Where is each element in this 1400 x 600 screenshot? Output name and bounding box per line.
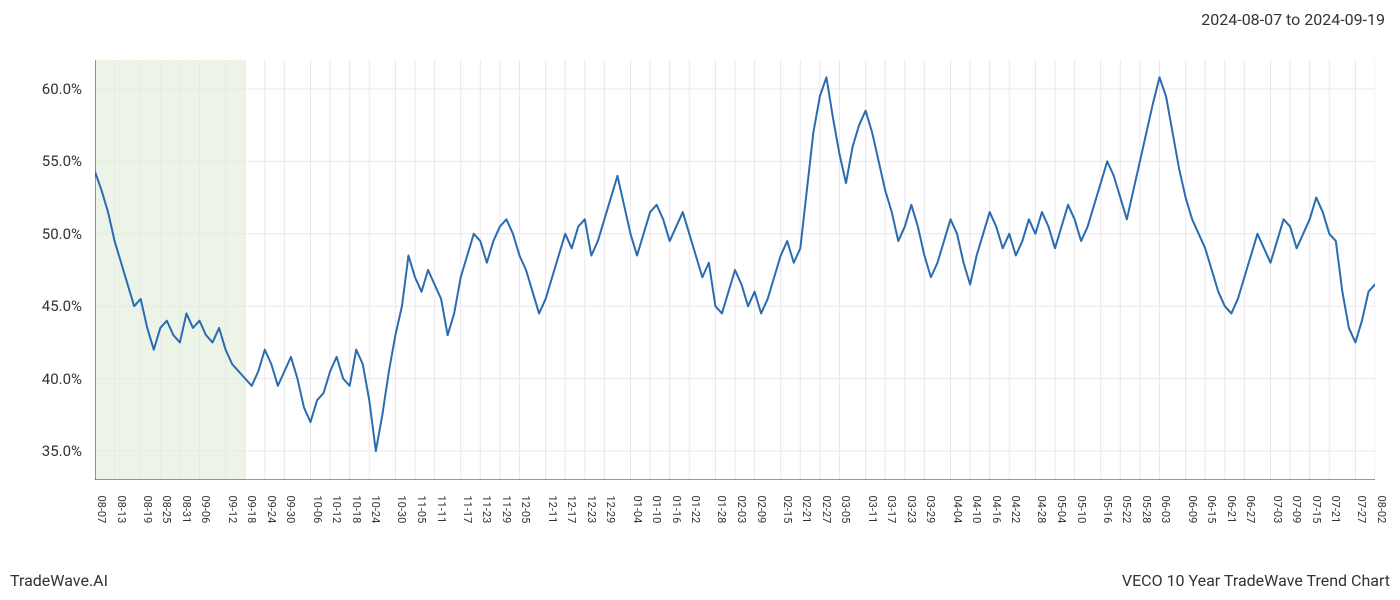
x-tick-label: 01-28	[715, 496, 728, 524]
x-tick-label: 02-27	[820, 496, 833, 524]
x-tick-label: 12-23	[585, 496, 598, 524]
y-tick-label: 55.0%	[42, 152, 82, 170]
chart-svg	[95, 60, 1375, 480]
x-tick-label: 12-11	[546, 496, 559, 524]
x-tick-label: 03-17	[885, 496, 898, 524]
x-tick-label: 02-09	[755, 496, 768, 524]
x-axis: 08-07 08-13 08-19 08-25 08-31 09-06 09-12 09-18…	[95, 485, 1375, 565]
y-tick-label: 60.0%	[42, 80, 82, 98]
x-tick-label: 06-09	[1186, 496, 1199, 524]
x-tick-label: 02-15	[781, 496, 794, 524]
x-tick-label: 11-23	[480, 496, 493, 524]
x-tick-label: 11-17	[461, 496, 474, 524]
x-tick-label: 05-10	[1075, 496, 1088, 524]
x-tick-label: 05-04	[1055, 496, 1068, 524]
y-tick-label: 45.0%	[42, 297, 82, 315]
y-tick-label: 35.0%	[42, 442, 82, 460]
x-tick-label: 06-21	[1225, 496, 1238, 524]
x-tick-label: 08-02	[1375, 496, 1388, 524]
x-tick-label: 08-13	[115, 496, 128, 524]
x-tick-label: 04-16	[990, 496, 1003, 524]
x-tick-label: 11-29	[500, 496, 513, 524]
x-tick-label: 01-10	[650, 496, 663, 524]
x-tick-label: 10-12	[330, 496, 343, 524]
x-tick-label: 05-22	[1120, 496, 1133, 524]
chart-container: 2024-08-07 to 2024-09-19 35.0% 40.0% 45.0%…	[0, 0, 1400, 600]
x-tick-label: 07-27	[1355, 496, 1368, 524]
x-tick-label: 02-03	[735, 496, 748, 524]
x-tick-label: 07-15	[1310, 496, 1323, 524]
x-tick-label: 10-30	[395, 496, 408, 524]
x-tick-label: 09-12	[226, 496, 239, 524]
x-tick-label: 01-16	[670, 496, 683, 524]
x-tick-label: 12-05	[519, 496, 532, 524]
x-tick-label: 09-06	[199, 496, 212, 524]
x-tick-label: 11-05	[415, 496, 428, 524]
x-tick-label: 06-03	[1159, 496, 1172, 524]
x-tick-label: 09-18	[245, 496, 258, 524]
x-tick-label: 05-16	[1101, 496, 1114, 524]
x-tick-label: 03-29	[924, 496, 937, 524]
x-tick-label: 03-23	[905, 496, 918, 524]
x-tick-label: 09-30	[284, 496, 297, 524]
x-tick-label: 04-04	[951, 496, 964, 524]
x-tick-label: 08-31	[180, 496, 193, 524]
watermark-left: TradeWave.AI	[10, 571, 108, 590]
x-tick-label: 08-07	[95, 496, 108, 524]
x-tick-label: 02-21	[800, 496, 813, 524]
date-range-label: 2024-08-07 to 2024-09-19	[1201, 10, 1385, 29]
y-tick-label: 50.0%	[42, 225, 82, 243]
y-axis: 35.0% 40.0% 45.0% 50.0% 55.0% 60.0%	[0, 60, 90, 480]
x-tick-label: 07-03	[1271, 496, 1284, 524]
x-tick-label: 06-27	[1244, 496, 1257, 524]
x-tick-label: 01-04	[631, 496, 644, 524]
x-tick-label: 07-21	[1329, 496, 1342, 524]
x-tick-label: 10-24	[369, 496, 382, 524]
x-tick-label: 12-17	[565, 496, 578, 524]
x-tick-label: 07-09	[1290, 496, 1303, 524]
x-tick-label: 11-11	[435, 496, 448, 524]
x-tick-label: 03-11	[866, 496, 879, 524]
x-tick-label: 09-24	[265, 496, 278, 524]
x-tick-label: 10-06	[311, 496, 324, 524]
watermark-right: VECO 10 Year TradeWave Trend Chart	[1122, 571, 1390, 590]
x-tick-label: 04-28	[1035, 496, 1048, 524]
x-tick-label: 08-25	[160, 496, 173, 524]
x-tick-label: 05-28	[1140, 496, 1153, 524]
x-tick-label: 10-18	[350, 496, 363, 524]
x-tick-label: 04-22	[1009, 496, 1022, 524]
x-tick-label: 03-05	[839, 496, 852, 524]
x-tick-label: 04-10	[970, 496, 983, 524]
x-tick-label: 08-19	[141, 496, 154, 524]
y-tick-label: 40.0%	[42, 370, 82, 388]
x-tick-label: 12-29	[604, 496, 617, 524]
plot-area	[95, 60, 1375, 480]
x-tick-label: 01-22	[689, 496, 702, 524]
x-tick-label: 06-15	[1205, 496, 1218, 524]
